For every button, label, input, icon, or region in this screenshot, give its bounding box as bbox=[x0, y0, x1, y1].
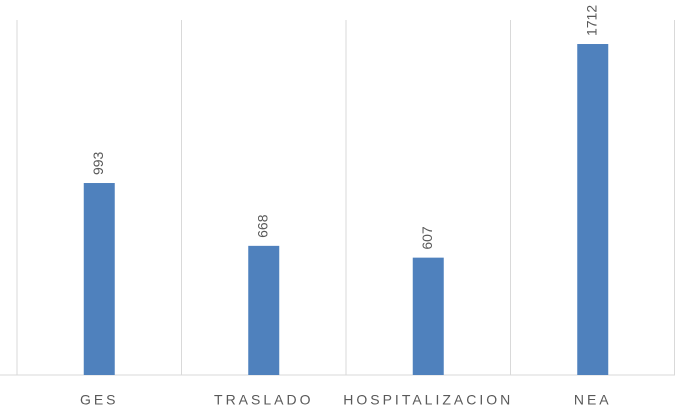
x-tick-label: TRASLADO bbox=[214, 392, 313, 408]
data-label: 668 bbox=[254, 214, 270, 238]
x-tick-label: GES bbox=[80, 392, 119, 408]
bar bbox=[412, 257, 444, 375]
bar bbox=[83, 183, 115, 375]
bar bbox=[248, 245, 280, 375]
data-label: 993 bbox=[90, 151, 106, 175]
data-label: 607 bbox=[419, 226, 435, 250]
bar bbox=[577, 44, 609, 375]
data-label: 1712 bbox=[583, 5, 599, 36]
x-tick-label: HOSPITALIZACION bbox=[343, 392, 513, 408]
x-tick-label: NEA bbox=[574, 392, 612, 408]
